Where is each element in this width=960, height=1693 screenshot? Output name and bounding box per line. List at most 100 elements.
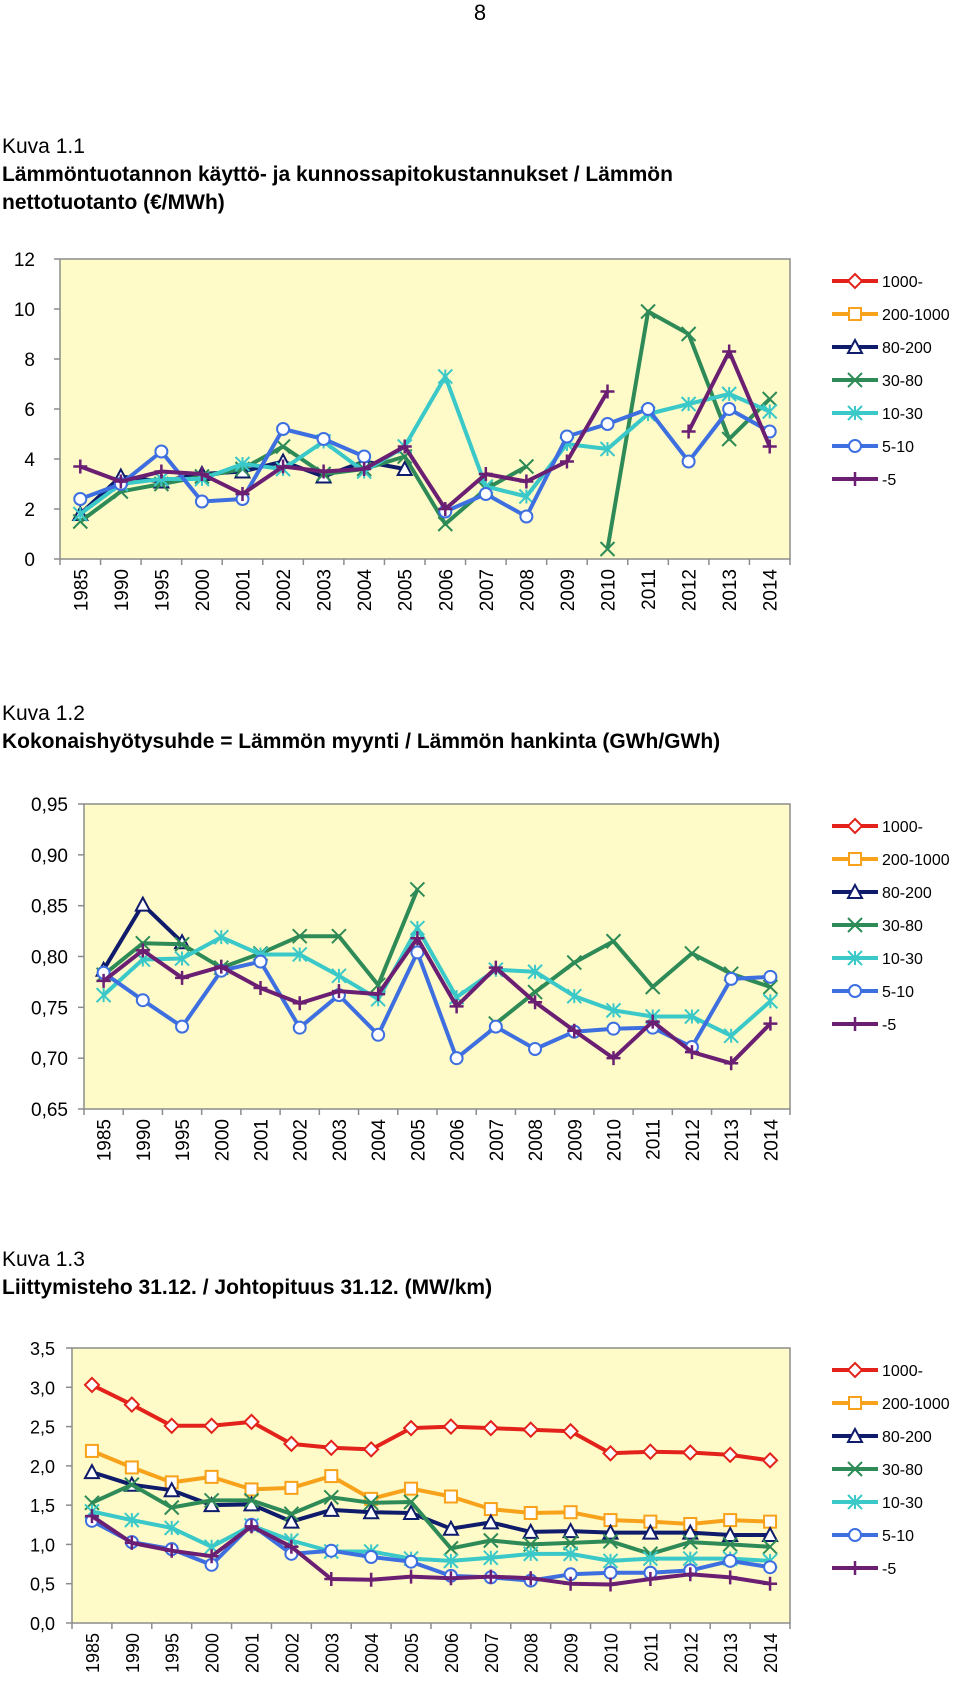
legend-label-80-200: 80-200 xyxy=(882,340,932,357)
point-5-2007 xyxy=(483,1569,498,1584)
legend-item-5-10: 5-10 xyxy=(832,439,914,456)
legend-marker-5 xyxy=(848,1017,862,1031)
x-tick-label: 2012 xyxy=(681,1633,701,1673)
point-80-200-2011 xyxy=(641,1523,660,1540)
legend-label-200-1000: 200-1000 xyxy=(882,307,950,324)
point-5-2001 xyxy=(235,487,250,501)
point-5-1995 xyxy=(154,464,169,479)
point-10-30-2013 xyxy=(723,1028,739,1044)
point-5-2006 xyxy=(449,999,464,1014)
x-tick-label: 2010 xyxy=(602,1633,622,1673)
figure-1-label: Kuva 1.1 xyxy=(2,135,85,158)
point-80-200-2007 xyxy=(482,1513,500,1530)
point-5-2004 xyxy=(371,987,386,1002)
point-5-10-2004 xyxy=(371,1027,386,1042)
point-1000-2004 xyxy=(362,1440,380,1458)
point-5-1985 xyxy=(84,1509,99,1524)
x-tick-label: 2006 xyxy=(448,1119,469,1161)
point-5-10-2003 xyxy=(316,432,331,446)
x-tick-label: 1990 xyxy=(123,1633,143,1673)
series-line-5-10 xyxy=(102,950,771,1061)
legend-item-5: -5 xyxy=(832,1017,896,1034)
point-5-10-1995 xyxy=(175,1019,190,1034)
point-5-10-2008 xyxy=(528,1042,543,1057)
point-10-30-2006 xyxy=(437,368,453,385)
y-tick-label: 0,65 xyxy=(31,1100,68,1121)
point-30-80-2009 xyxy=(562,1535,579,1551)
point-5-2014 xyxy=(763,1576,778,1591)
point-30-80-2002 xyxy=(275,438,291,455)
point-80-200-2008 xyxy=(522,1522,540,1539)
point-5-10-1990 xyxy=(135,993,150,1008)
series-line-10-30 xyxy=(102,926,772,1038)
point-5-10-2010 xyxy=(600,417,615,431)
point-5-2013 xyxy=(722,344,737,359)
point-30-80-2000 xyxy=(203,1492,220,1509)
point-5-2010 xyxy=(600,384,615,399)
legend-label-10-30: 10-30 xyxy=(882,951,923,968)
legend-marker-1000 xyxy=(846,817,864,835)
point-5-2001 xyxy=(244,1519,259,1534)
point-200-1000-2006 xyxy=(443,1489,458,1504)
legend-label-200-1000: 200-1000 xyxy=(882,1396,950,1413)
point-5-2001 xyxy=(253,981,268,996)
point-30-80-2013 xyxy=(722,1536,738,1553)
x-tick-label: 1985 xyxy=(83,1633,103,1673)
point-30-80-1995 xyxy=(164,1499,180,1516)
y-tick-label: 12 xyxy=(14,250,35,271)
point-30-80-2013 xyxy=(721,431,737,447)
point-30-80-2012 xyxy=(680,326,697,342)
point-30-80-2010 xyxy=(605,933,622,949)
legend-item-5: -5 xyxy=(832,1561,896,1578)
point-10-30-1995 xyxy=(174,950,190,967)
point-5-2000 xyxy=(214,959,229,974)
legend-marker-5-10 xyxy=(848,439,862,453)
legend-marker-80-200 xyxy=(846,1426,864,1443)
point-5-2002 xyxy=(284,1539,299,1554)
point-80-200-2009 xyxy=(561,1521,580,1539)
point-5-2014 xyxy=(763,1016,778,1031)
point-10-30-2006 xyxy=(443,1553,459,1569)
point-10-30-1990 xyxy=(124,1512,140,1528)
x-tick-label: 2009 xyxy=(558,569,579,611)
series-10-30 xyxy=(95,920,779,1044)
figure-3-label: Kuva 1.3 xyxy=(2,1248,85,1271)
y-tick-label: 2 xyxy=(24,500,35,521)
point-5-1985 xyxy=(96,973,111,988)
point-200-1000-2007 xyxy=(483,1502,498,1517)
x-tick-label: 2000 xyxy=(203,1633,223,1673)
legend-item-30-80: 30-80 xyxy=(832,917,923,935)
legend-item-5-10: 5-10 xyxy=(832,1528,914,1545)
point-5-10-2007 xyxy=(478,487,493,501)
legend-item-200-1000: 200-1000 xyxy=(832,1396,950,1413)
series-line-5 xyxy=(102,936,772,1066)
x-tick-label: 2008 xyxy=(522,1633,542,1673)
point-5-10-2007 xyxy=(488,1019,503,1034)
x-tick-label: 1985 xyxy=(95,1119,116,1161)
legend-label-80-200: 80-200 xyxy=(882,1429,932,1446)
x-tick-label: 2004 xyxy=(355,569,376,612)
point-30-80-2012 xyxy=(682,1534,698,1550)
legend-marker-200-1000 xyxy=(848,307,862,321)
legend-item-5-10: 5-10 xyxy=(832,984,914,1001)
x-tick-label: 2013 xyxy=(721,1633,741,1673)
point-1000-2000 xyxy=(203,1417,221,1435)
series-30-80 xyxy=(95,881,779,1032)
legend-marker-10-30 xyxy=(847,950,863,966)
legend-item-200-1000: 200-1000 xyxy=(832,852,950,869)
legend-label-10-30: 10-30 xyxy=(882,406,923,423)
x-tick-label: 2003 xyxy=(330,1119,351,1161)
x-tick-label: 2013 xyxy=(720,569,741,611)
point-80-200-2006 xyxy=(442,1519,460,1536)
y-tick-label: 10 xyxy=(14,300,35,321)
point-5-1990 xyxy=(124,1535,139,1550)
point-30-80-2014 xyxy=(762,1539,778,1555)
x-tick-label: 2000 xyxy=(212,1119,233,1161)
y-tick-label: 6 xyxy=(24,400,35,421)
point-30-80-2002 xyxy=(283,1506,300,1522)
legend-label-5: -5 xyxy=(882,472,896,489)
point-10-30-2000 xyxy=(213,929,229,945)
point-10-30-2013 xyxy=(721,386,737,402)
point-5-2014 xyxy=(762,439,777,454)
point-1000-2011 xyxy=(641,1443,659,1461)
